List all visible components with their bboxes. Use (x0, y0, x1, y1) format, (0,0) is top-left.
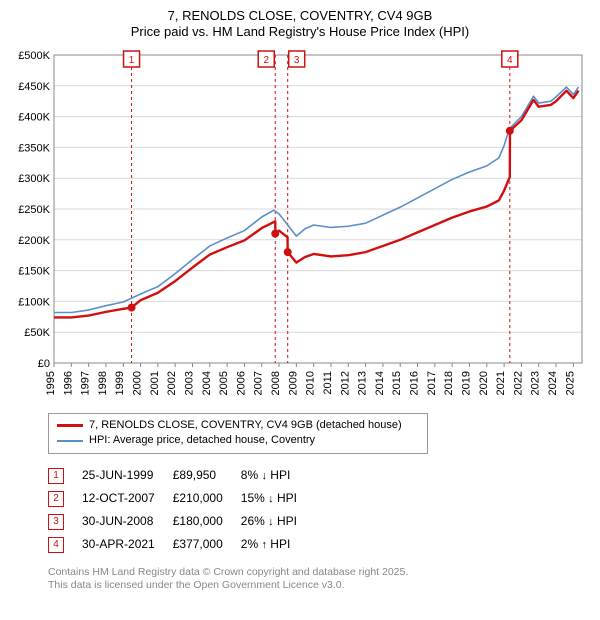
svg-text:4: 4 (507, 55, 513, 66)
table-row: 4 30-APR-2021£377,0002% ↑ HPI (48, 533, 315, 556)
legend-label: HPI: Average price, detached house, Cove… (89, 433, 315, 448)
svg-text:£100K: £100K (18, 296, 50, 308)
line-chart: £0 £50K £100K £150K £200K £250K £300K £350K £400… (8, 45, 592, 405)
svg-text:£400K: £400K (18, 112, 50, 124)
svg-text:£200K: £200K (18, 235, 50, 247)
svg-text:2021: 2021 (495, 371, 507, 395)
sale-date: 12-OCT-2007 (82, 487, 173, 510)
sale-price: £180,000 (173, 510, 241, 533)
sale-delta: 15% ↓ HPI (241, 487, 315, 510)
svg-text:2003: 2003 (183, 371, 195, 395)
sale-date: 25-JUN-1999 (82, 464, 173, 487)
sale-price: £89,950 (173, 464, 241, 487)
svg-text:2016: 2016 (409, 371, 421, 395)
svg-text:2011: 2011 (322, 371, 334, 395)
svg-text:2007: 2007 (253, 371, 265, 395)
sale-delta: 8% ↓ HPI (241, 464, 315, 487)
svg-text:2022: 2022 (512, 371, 524, 395)
svg-text:£500K: £500K (18, 50, 50, 62)
chart-title: 7, RENOLDS CLOSE, COVENTRY, CV4 9GB Pric… (8, 8, 592, 39)
svg-text:2004: 2004 (201, 371, 213, 395)
svg-text:2012: 2012 (339, 371, 351, 395)
svg-text:2009: 2009 (287, 371, 299, 395)
legend: 7, RENOLDS CLOSE, COVENTRY, CV4 9GB (det… (48, 413, 428, 454)
footer-line: Contains HM Land Registry data © Crown c… (48, 566, 592, 580)
sale-delta: 2% ↑ HPI (241, 533, 315, 556)
footer-line: This data is licensed under the Open Gov… (48, 579, 592, 593)
svg-text:£50K: £50K (24, 327, 50, 339)
sale-marker-icon: 3 (48, 514, 64, 530)
svg-text:1996: 1996 (62, 371, 74, 395)
svg-text:2006: 2006 (235, 371, 247, 395)
svg-text:£300K: £300K (18, 173, 50, 185)
svg-text:1999: 1999 (114, 371, 126, 395)
svg-text:2014: 2014 (374, 371, 386, 395)
table-row: 3 30-JUN-2008£180,00026% ↓ HPI (48, 510, 315, 533)
svg-text:2015: 2015 (391, 371, 403, 395)
svg-text:1997: 1997 (80, 371, 92, 395)
svg-text:2020: 2020 (478, 371, 490, 395)
sale-price: £210,000 (173, 487, 241, 510)
legend-item-hpi: HPI: Average price, detached house, Cove… (57, 433, 419, 448)
svg-text:2023: 2023 (530, 371, 542, 395)
title-address: 7, RENOLDS CLOSE, COVENTRY, CV4 9GB (8, 8, 592, 23)
sale-marker-icon: 4 (48, 537, 64, 553)
svg-text:2: 2 (263, 55, 269, 66)
sales-table: 1 25-JUN-1999£89,9508% ↓ HPI 2 12-OCT-2007£… (48, 464, 315, 556)
svg-text:1998: 1998 (97, 371, 109, 395)
svg-text:1995: 1995 (45, 371, 57, 395)
svg-text:2018: 2018 (443, 371, 455, 395)
sale-date: 30-JUN-2008 (82, 510, 173, 533)
svg-text:2013: 2013 (357, 371, 369, 395)
svg-text:2019: 2019 (460, 371, 472, 395)
title-subtitle: Price paid vs. HM Land Registry's House … (8, 24, 592, 39)
table-row: 2 12-OCT-2007£210,00015% ↓ HPI (48, 487, 315, 510)
svg-text:1: 1 (129, 55, 135, 66)
svg-text:2000: 2000 (132, 371, 144, 395)
svg-text:2008: 2008 (270, 371, 282, 395)
svg-text:2002: 2002 (166, 371, 178, 395)
sale-date: 30-APR-2021 (82, 533, 173, 556)
svg-text:2017: 2017 (426, 371, 438, 395)
legend-label: 7, RENOLDS CLOSE, COVENTRY, CV4 9GB (det… (89, 418, 402, 433)
chart-container: 7, RENOLDS CLOSE, COVENTRY, CV4 9GB Pric… (0, 0, 600, 597)
svg-text:£450K: £450K (18, 81, 50, 93)
svg-text:3: 3 (294, 55, 300, 66)
legend-swatch-red (57, 424, 83, 427)
sale-price: £377,000 (173, 533, 241, 556)
svg-text:£250K: £250K (18, 204, 50, 216)
svg-text:£0: £0 (38, 358, 50, 370)
attribution-footer: Contains HM Land Registry data © Crown c… (48, 566, 592, 593)
legend-swatch-blue (57, 440, 83, 442)
svg-text:2025: 2025 (564, 371, 576, 395)
svg-text:2001: 2001 (149, 371, 161, 395)
sale-delta: 26% ↓ HPI (241, 510, 315, 533)
svg-text:2010: 2010 (305, 371, 317, 395)
table-row: 1 25-JUN-1999£89,9508% ↓ HPI (48, 464, 315, 487)
plot-area: £0 £50K £100K £150K £200K £250K £300K £350K £400… (8, 45, 592, 405)
svg-text:2005: 2005 (218, 371, 230, 395)
sale-marker-icon: 2 (48, 491, 64, 507)
svg-text:£350K: £350K (18, 142, 50, 154)
legend-item-paid: 7, RENOLDS CLOSE, COVENTRY, CV4 9GB (det… (57, 418, 419, 433)
svg-text:£150K: £150K (18, 266, 50, 278)
sale-marker-icon: 1 (48, 468, 64, 484)
svg-text:2024: 2024 (547, 371, 559, 395)
